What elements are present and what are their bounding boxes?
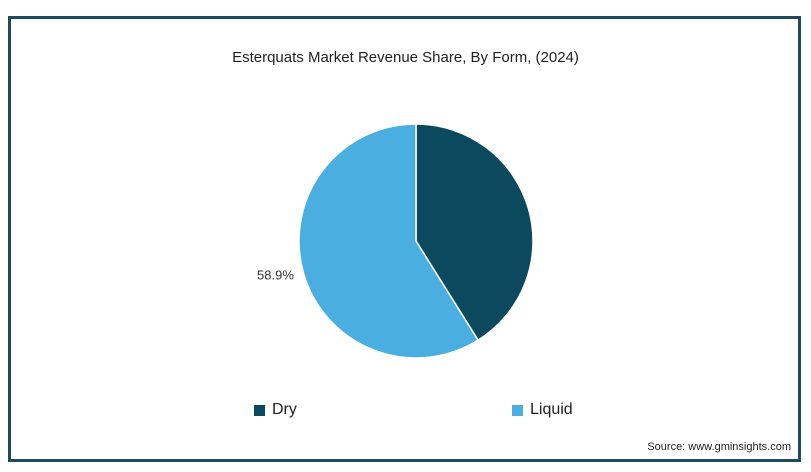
legend-swatch-liquid	[512, 404, 523, 416]
legend: Dry Liquid	[0, 401, 811, 421]
legend-item-liquid: Liquid	[512, 401, 573, 419]
source-credit: Source: www.gminsights.com	[647, 441, 791, 453]
chart-title: Esterquats Market Revenue Share, By Form…	[232, 49, 579, 66]
pie-slice-liquid	[298, 123, 480, 359]
data-label-liquid: 58.9%	[257, 267, 294, 282]
legend-item-dry: Dry	[254, 401, 297, 419]
legend-label-liquid: Liquid	[530, 401, 573, 418]
pie-slice-dry	[415, 123, 534, 342]
legend-label-dry: Dry	[272, 401, 297, 418]
legend-swatch-dry	[254, 404, 265, 416]
